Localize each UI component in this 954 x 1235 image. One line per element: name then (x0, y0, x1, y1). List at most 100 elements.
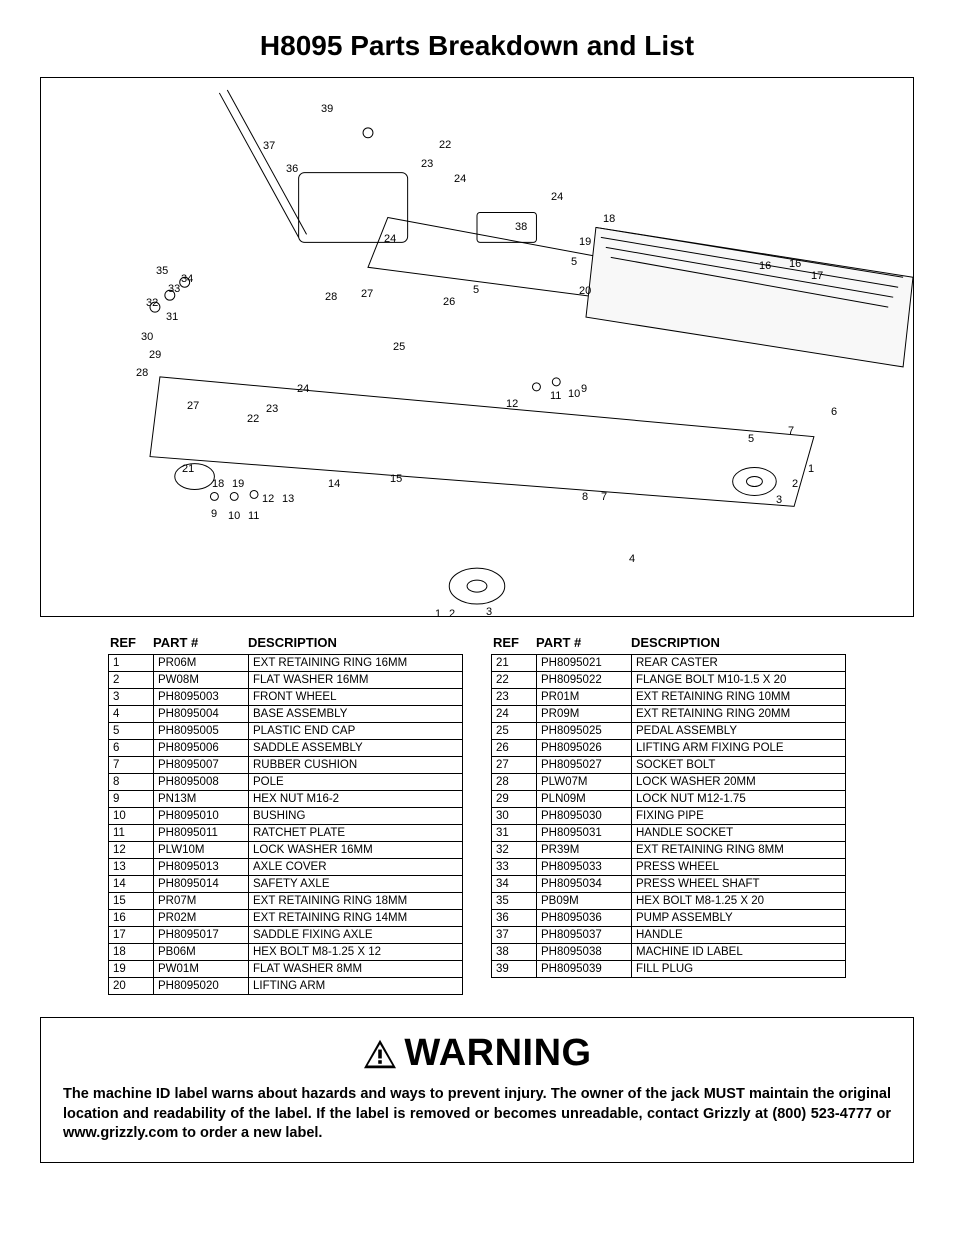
cell-ref: 24 (492, 706, 537, 723)
cell-ref: 32 (492, 842, 537, 859)
parts-table-right: REF PART # DESCRIPTION 21PH8095021REAR C… (491, 635, 846, 995)
cell-ref: 15 (109, 893, 154, 910)
diagram-callout: 17 (811, 270, 823, 282)
cell-part: PLW07M (537, 774, 632, 791)
cell-part: PB06M (154, 944, 249, 961)
cell-part: PH8095034 (537, 876, 632, 893)
table-row: 2PW08MFLAT WASHER 16MM (109, 672, 463, 689)
table-row: 25PH8095025PEDAL ASSEMBLY (492, 723, 846, 740)
cell-part: PH8095003 (154, 689, 249, 706)
cell-ref: 18 (109, 944, 154, 961)
cell-desc: LOCK WASHER 16MM (249, 842, 463, 859)
cell-ref: 19 (109, 961, 154, 978)
table-row: 19PW01MFLAT WASHER 8MM (109, 961, 463, 978)
diagram-callout: 27 (187, 400, 199, 412)
cell-ref: 21 (492, 655, 537, 672)
cell-part: PW01M (154, 961, 249, 978)
diagram-callout: 10 (568, 388, 580, 400)
cell-ref: 31 (492, 825, 537, 842)
cell-ref: 35 (492, 893, 537, 910)
cell-desc: SADDLE ASSEMBLY (249, 740, 463, 757)
cell-desc: LOCK NUT M12-1.75 (632, 791, 846, 808)
cell-ref: 34 (492, 876, 537, 893)
cell-ref: 36 (492, 910, 537, 927)
cell-desc: EXT RETAINING RING 16MM (249, 655, 463, 672)
diagram-callout: 31 (166, 311, 178, 323)
cell-desc: EXT RETAINING RING 14MM (249, 910, 463, 927)
cell-part: PH8095038 (537, 944, 632, 961)
cell-desc: EXT RETAINING RING 10MM (632, 689, 846, 706)
cell-ref: 8 (109, 774, 154, 791)
diagram-callout: 3 (776, 494, 782, 506)
diagram-callout: 19 (579, 236, 591, 248)
cell-ref: 23 (492, 689, 537, 706)
table-row: 18PB06MHEX BOLT M8-1.25 X 12 (109, 944, 463, 961)
diagram-callout: 21 (182, 463, 194, 475)
cell-part: PH8095039 (537, 961, 632, 978)
col-header-desc: DESCRIPTION (248, 635, 463, 650)
cell-desc: PUMP ASSEMBLY (632, 910, 846, 927)
table-row: 13PH8095013AXLE COVER (109, 859, 463, 876)
cell-part: PH8095036 (537, 910, 632, 927)
table-row: 10PH8095010BUSHING (109, 808, 463, 825)
diagram-callout: 15 (390, 473, 402, 485)
cell-part: PH8095027 (537, 757, 632, 774)
cell-desc: FLAT WASHER 16MM (249, 672, 463, 689)
cell-desc: SAFETY AXLE (249, 876, 463, 893)
cell-ref: 17 (109, 927, 154, 944)
diagram-callout: 2 (792, 478, 798, 490)
diagram-callout: 1 (435, 608, 441, 617)
table-row: 4PH8095004BASE ASSEMBLY (109, 706, 463, 723)
table-row: 17PH8095017SADDLE FIXING AXLE (109, 927, 463, 944)
cell-part: PH8095026 (537, 740, 632, 757)
diagram-callout: 22 (439, 139, 451, 151)
table-row: 15PR07MEXT RETAINING RING 18MM (109, 893, 463, 910)
diagram-callout: 33 (168, 283, 180, 295)
diagram-callout: 4 (629, 553, 635, 565)
diagram-callout: 30 (141, 331, 153, 343)
cell-desc: BASE ASSEMBLY (249, 706, 463, 723)
cell-part: PH8095004 (154, 706, 249, 723)
diagram-callout: 22 (247, 413, 259, 425)
diagram-callout: 25 (393, 341, 405, 353)
cell-desc: EXT RETAINING RING 8MM (632, 842, 846, 859)
cell-part: PR09M (537, 706, 632, 723)
diagram-callout: 24 (297, 383, 309, 395)
cell-desc: EXT RETAINING RING 20MM (632, 706, 846, 723)
cell-desc: PLASTIC END CAP (249, 723, 463, 740)
cell-part: PH8095014 (154, 876, 249, 893)
table-row: 12PLW10MLOCK WASHER 16MM (109, 842, 463, 859)
cell-part: PH8095010 (154, 808, 249, 825)
cell-ref: 30 (492, 808, 537, 825)
table-row: 1PR06MEXT RETAINING RING 16MM (109, 655, 463, 672)
table-row: 39PH8095039FILL PLUG (492, 961, 846, 978)
diagram-callout: 9 (211, 508, 217, 520)
col-header-ref: REF (108, 635, 153, 650)
diagram-callout: 39 (321, 103, 333, 115)
cell-desc: FLAT WASHER 8MM (249, 961, 463, 978)
cell-part: PLW10M (154, 842, 249, 859)
table-row: 33PH8095033PRESS WHEEL (492, 859, 846, 876)
diagram-callout: 28 (136, 367, 148, 379)
cell-part: PH8095033 (537, 859, 632, 876)
cell-desc: REAR CASTER (632, 655, 846, 672)
diagram-callout: 23 (421, 158, 433, 170)
table-row: 16PR02MEXT RETAINING RING 14MM (109, 910, 463, 927)
cell-ref: 3 (109, 689, 154, 706)
exploded-diagram: 3937362223242418381952416171620353433323… (40, 77, 914, 617)
cell-desc: PRESS WHEEL (632, 859, 846, 876)
cell-part: PR02M (154, 910, 249, 927)
diagram-callout: 14 (328, 478, 340, 490)
cell-part: PH8095005 (154, 723, 249, 740)
table-row: 9PN13MHEX NUT M16-2 (109, 791, 463, 808)
diagram-callout: 12 (506, 398, 518, 410)
table-row: 7PH8095007RUBBER CUSHION (109, 757, 463, 774)
warning-box: WARNING The machine ID label warns about… (40, 1017, 914, 1163)
diagram-callout: 20 (579, 285, 591, 297)
table-row: 20PH8095020LIFTING ARM (109, 978, 463, 995)
cell-part: PLN09M (537, 791, 632, 808)
cell-part: PH8095008 (154, 774, 249, 791)
warning-heading-text: WARNING (404, 1032, 591, 1075)
cell-ref: 4 (109, 706, 154, 723)
col-header-part: PART # (536, 635, 631, 650)
